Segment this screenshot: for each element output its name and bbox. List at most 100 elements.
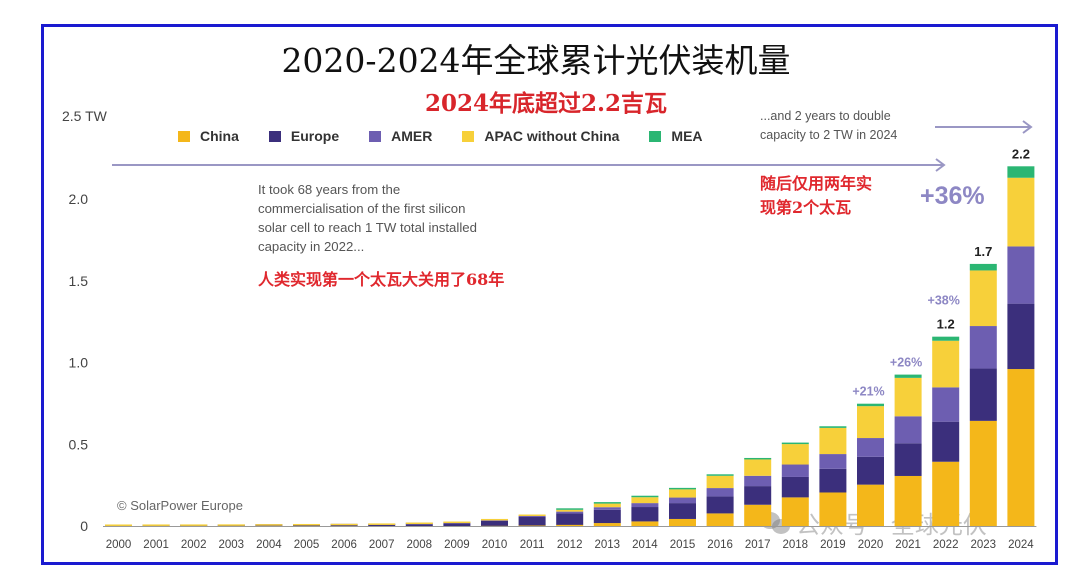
- bar-segment-apac-without-china-2016: [706, 475, 734, 489]
- bar-segment-europe-2016: [706, 496, 734, 514]
- bar-segment-apac-without-china-2013: [593, 503, 621, 508]
- x-tick-label: 2007: [369, 539, 395, 551]
- total-label-2023: 1.7: [974, 244, 992, 259]
- legend-label: Europe: [290, 128, 340, 144]
- arrows: [112, 120, 1033, 172]
- bar-segment-apac-without-china-2024: [1007, 177, 1035, 247]
- legend-swatch-china: [178, 130, 190, 142]
- growth-label-2022: +38%: [928, 294, 960, 308]
- bar-segment-mea-2018: [781, 442, 809, 445]
- bar-stack-2015: [669, 487, 696, 526]
- bar-segment-apac-without-china-2010: [481, 518, 508, 521]
- bar-stack-2018: [781, 442, 809, 526]
- bar-segment-apac-without-china-2004: [255, 524, 283, 526]
- x-tick-label: 2002: [181, 539, 207, 551]
- y-axis: 0 0.5 1.0 1.5 2.0: [69, 191, 89, 534]
- bar-segment-china-2018: [781, 497, 809, 526]
- bar-stack-2022: [932, 336, 960, 526]
- bar-segment-amer-2011: [518, 515, 546, 518]
- y-tick-label: 0: [80, 518, 88, 534]
- legend-item-mea: MEA: [649, 128, 703, 144]
- bar-segment-mea-2017: [744, 457, 772, 460]
- x-tick-label: 2014: [632, 539, 658, 551]
- bar-segment-europe-2010: [481, 520, 508, 526]
- bar-stack-2001: [142, 524, 170, 526]
- bar-segment-europe-2008: [405, 524, 433, 526]
- y-tick-label: 1.5: [69, 273, 89, 289]
- bar-stack-2008: [405, 522, 433, 526]
- bar-segment-mea-2019: [819, 426, 847, 428]
- bar-stack-2014: [631, 495, 659, 526]
- bar-segment-mea-2012: [556, 508, 584, 510]
- growth-label-2020: +21%: [852, 385, 884, 399]
- annotation-line: It took 68 years from the: [258, 182, 401, 197]
- annotation-68-years-cn: 人类实现第一个太瓦大关用了68年: [258, 270, 505, 289]
- copyright-text: © SolarPower Europe: [117, 498, 243, 513]
- bar-segment-europe-2024: [1007, 303, 1035, 370]
- bar-segment-europe-2020: [857, 456, 884, 485]
- bar-segment-amer-2020: [857, 438, 884, 457]
- bar-stack-2005: [293, 523, 320, 526]
- bar-segment-amer-2014: [631, 503, 659, 508]
- bar-segment-europe-2007: [368, 524, 396, 526]
- bar-segment-china-2023: [969, 420, 997, 526]
- x-tick-label: 2023: [971, 539, 997, 551]
- bar-segment-apac-without-china-2011: [518, 514, 546, 517]
- chart-subtitle: 2024年底超过2.2吉瓦: [424, 90, 668, 117]
- legend-label: MEA: [671, 128, 703, 144]
- bar-stack-2021: [894, 374, 922, 526]
- annotation-line: ...and 2 years to double: [760, 109, 891, 123]
- bar-segment-apac-without-china-2012: [556, 509, 584, 512]
- growth-2024-label: +36%: [920, 182, 985, 210]
- x-axis: 2000 2001 2002 2003 2004 2005 2006 2007 2008 2009…: [106, 539, 1035, 551]
- bar-segment-apac-without-china-2007: [368, 523, 396, 525]
- legend-item-apac: APAC without China: [462, 128, 619, 144]
- annotation-line: capacity to 2 TW in 2024: [760, 128, 898, 142]
- bar-segment-amer-2023: [969, 326, 997, 369]
- bar-stack-2017: [744, 457, 772, 526]
- growth-label-2021: +26%: [890, 356, 922, 370]
- bar-segment-apac-without-china-2014: [631, 497, 659, 504]
- annotation-double-capacity: ...and 2 years to double capacity to 2 T…: [760, 107, 897, 145]
- bar-segment-mea-2013: [593, 502, 621, 504]
- y-tick-label: 2.0: [69, 191, 89, 207]
- bar-segment-apac-without-china-2001: [142, 524, 170, 526]
- bar-segment-china-2012: [556, 524, 584, 526]
- bar-stack-2003: [217, 524, 245, 526]
- bar-stack-2010: [481, 518, 508, 526]
- bar-segment-china-2020: [857, 484, 884, 526]
- x-tick-label: 2009: [444, 539, 470, 551]
- bar-segment-mea-2024: [1007, 166, 1035, 178]
- bar-stack-2023: [969, 263, 997, 526]
- arrow-68-years-head: [935, 158, 946, 172]
- x-tick-label: 2012: [557, 539, 583, 551]
- legend-label: China: [200, 128, 239, 144]
- legend-item-china: China: [178, 128, 239, 144]
- bar-segment-europe-2013: [593, 509, 621, 524]
- x-tick-label: 2013: [595, 539, 621, 551]
- x-tick-label: 2004: [256, 539, 282, 551]
- bar-segment-amer-2013: [593, 507, 621, 510]
- bar-segment-china-2021: [894, 475, 922, 526]
- bar-segment-amer-2021: [894, 416, 922, 444]
- arrow-2-years-head: [1022, 120, 1033, 134]
- bar-segment-mea-2014: [631, 495, 659, 498]
- total-label-2022: 1.2: [937, 317, 955, 332]
- bar-stack-2024: [1007, 166, 1035, 526]
- bar-stack-2020: [857, 403, 884, 526]
- bar-segment-apac-without-china-2005: [293, 523, 320, 526]
- annotation-line: capacity in 2022...: [258, 239, 365, 254]
- bar-segment-europe-2019: [819, 468, 847, 493]
- bar-labels: +21% +26% 1.2 +38% 1.7 2.2: [852, 146, 1030, 398]
- x-tick-label: 2021: [895, 539, 921, 551]
- bar-segment-apac-without-china-2008: [405, 522, 433, 525]
- x-tick-label: 2008: [407, 539, 433, 551]
- bar-segment-china-2014: [631, 521, 659, 526]
- bar-segment-europe-2023: [969, 368, 997, 421]
- bar-segment-china-2019: [819, 492, 847, 526]
- x-tick-label: 2015: [670, 539, 696, 551]
- bar-stack-2012: [556, 508, 584, 526]
- bar-segment-europe-2009: [443, 523, 471, 526]
- bar-stack-2011: [518, 514, 546, 526]
